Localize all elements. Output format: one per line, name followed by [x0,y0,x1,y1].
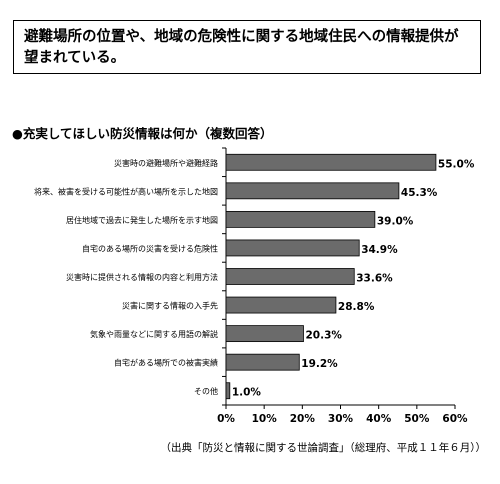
value-label: 28.8% [338,301,375,313]
value-label: 34.9% [361,244,398,256]
bar [225,325,304,343]
x-tick-label: 30% [328,413,354,425]
category-label: 災害に関する情報の入手先 [122,301,218,311]
bar [225,296,337,314]
value-label: 55.0% [438,158,475,170]
category-label: 気象や雨量などに関する用語の解説 [90,329,218,339]
bar [225,239,360,257]
category-label: 将来、被害を受ける可能性が高い場所を示した地図 [34,186,218,196]
value-label: 19.2% [301,358,338,370]
category-label: 居住地域で過去に発生した場所を示す地図 [66,215,218,225]
value-label: 1.0% [232,387,262,399]
x-tick-label: 60% [442,413,468,425]
category-label: 災害時に提供される情報の内容と利用方法 [66,272,218,282]
x-tick-label: 10% [252,413,278,425]
bar [225,353,300,371]
source-citation: （出典「防災と情報に関する世論調査」（総理府、平成１１年６月）） [160,442,487,454]
bar [225,182,400,200]
bar [225,382,231,400]
bar [225,210,376,228]
category-label: 自宅のある場所の災害を受ける危険性 [82,243,218,253]
value-label: 20.3% [305,330,342,342]
summary-box: 避難場所の位置や、地域の危険性に関する地域住民への情報提供が望まれている。 [13,20,481,74]
bar [225,153,437,171]
category-label: 災害時の避難場所や避難経路 [114,158,218,168]
value-label: 33.6% [356,273,393,285]
value-label: 45.3% [401,187,438,199]
value-label: 39.0% [377,215,414,227]
x-tick-label: 50% [404,413,430,425]
chart-title: ●充実してほしい防災情報は何か（複数回答） [12,126,273,141]
x-tick-label: 20% [290,413,316,425]
x-tick-label: 0% [217,413,235,425]
category-label: その他 [194,386,218,396]
category-label: 自宅がある場所での被害実績 [114,358,218,368]
bar [225,268,355,285]
x-tick-label: 40% [366,413,392,425]
summary-text: 避難場所の位置や、地域の危険性に関する地域住民への情報提供が望まれている。 [24,29,459,66]
